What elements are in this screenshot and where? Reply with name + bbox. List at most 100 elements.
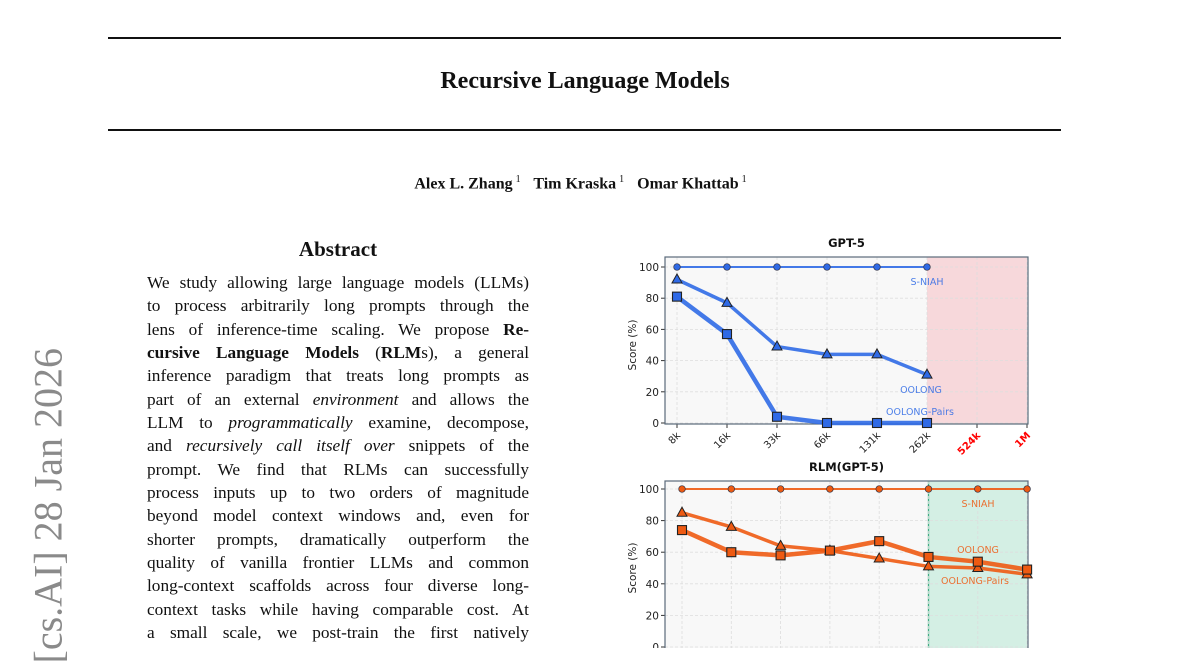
series-label: OOLONG-Pairs xyxy=(886,407,954,418)
y-tick-label: 60 xyxy=(646,547,659,559)
abstract-text: We study allowing large language models … xyxy=(147,273,529,292)
data-point-triangle xyxy=(676,506,688,517)
abstract-line: lens of inference-time scaling. We propo… xyxy=(147,318,529,341)
data-point-triangle xyxy=(922,559,935,571)
x-tick-label: 1M xyxy=(1013,430,1033,450)
y-tick-label: 100 xyxy=(639,484,659,496)
author-name: Tim Kraska xyxy=(533,175,617,193)
data-point-triangle xyxy=(871,347,883,359)
author-affiliation: 1 xyxy=(515,174,521,185)
abstract-text: and allows the xyxy=(398,389,529,409)
author-affiliation: 1 xyxy=(741,174,747,185)
abstract-line: context tasks while having comparable co… xyxy=(147,598,529,621)
series-label: OOLONG xyxy=(957,545,999,556)
series-line xyxy=(676,277,928,377)
series-label: OOLONG xyxy=(900,385,942,396)
x-tick-label: 33k xyxy=(762,430,783,451)
abstract-text: part of an external xyxy=(147,389,313,409)
author-name: Alex L. Zhang xyxy=(414,175,513,193)
x-tick-label: 8k xyxy=(667,430,684,447)
abstract-text: shorter prompts, dramatically outperform… xyxy=(147,529,529,549)
y-tick-label: 60 xyxy=(646,324,659,336)
abstract-line: prompt. We find that RLMs can successful… xyxy=(147,458,529,481)
data-point-triangle xyxy=(771,340,783,351)
data-point-circle xyxy=(875,485,883,493)
series-line xyxy=(681,528,1028,572)
x-tick-label: 131k xyxy=(858,430,884,456)
abstract-text: beyond model context windows and, even f… xyxy=(147,506,529,526)
data-point-square xyxy=(1022,564,1033,575)
y-tick-label: 40 xyxy=(646,356,659,368)
paper-title: Recursive Language Models xyxy=(440,68,730,94)
author-list: Alex L. Zhang 1 Tim Kraska 1 Omar Khattab 1 xyxy=(0,174,1170,193)
series-line xyxy=(675,294,927,426)
x-tick-label: 66k xyxy=(812,430,833,451)
data-point-circle xyxy=(873,263,881,271)
figure-charts: 0 20 40 60 80 100 8k 16k 33k 66k 131k 262k 524k 1M GPT… xyxy=(627,236,1033,648)
data-point-circle xyxy=(923,263,931,271)
data-point-square xyxy=(771,411,783,422)
abstract-text: process inputs up to two orders of magni… xyxy=(147,482,529,502)
abstract-text: and xyxy=(147,436,187,456)
abstract-line: quality of vanilla frontier LLMs and com… xyxy=(147,551,529,574)
top-rule xyxy=(108,37,1061,39)
abstract-text: prompt. We find that RLMs can successful… xyxy=(147,459,529,479)
data-point-triangle xyxy=(873,551,886,563)
data-point-circle xyxy=(826,485,834,493)
chart-0: 0 20 40 60 80 100 8k 16k 33k 66k 131k 262k 524k 1M GPT… xyxy=(627,236,1033,458)
series-label: S-NIAH xyxy=(910,277,943,288)
abstract-body: We study allowing large language models … xyxy=(147,271,529,644)
abstract-line: process inputs up to two orders of magni… xyxy=(147,481,529,504)
abstract-text: long-context scaffolds across four diver… xyxy=(147,576,529,596)
abstract-text: s), a general xyxy=(421,342,529,362)
data-point-circle xyxy=(723,263,731,271)
data-point-circle xyxy=(727,485,735,493)
data-point-circle xyxy=(974,485,982,493)
y-tick-label: 100 xyxy=(639,262,659,274)
series-label: S-NIAH xyxy=(961,499,994,510)
chart-1: 0 20 40 60 80 100 RLM(GPT-5) Score (%) S-NIAH OOL… xyxy=(627,460,1033,648)
abstract-line: to process arbitrarily long prompts thro… xyxy=(147,294,529,317)
data-point-circle xyxy=(924,485,933,493)
data-point-square xyxy=(972,556,983,567)
abstract-text: recursively call itself over xyxy=(186,436,395,456)
data-point-square xyxy=(721,329,733,340)
abstract-text: examine, decompose, xyxy=(352,412,530,432)
bottom-rule xyxy=(108,129,1061,131)
x-tick-label: 16k xyxy=(712,430,733,451)
abstract-text: programmatically xyxy=(228,412,353,432)
y-tick-label: 80 xyxy=(646,516,659,528)
abstract-line: long-context scaffolds across four diver… xyxy=(147,574,529,597)
x-tick-label: 524k xyxy=(956,430,983,457)
abstract-line: shorter prompts, dramatically outperform… xyxy=(147,528,529,551)
abstract-text: RLM xyxy=(380,342,422,362)
abstract-heading: Abstract xyxy=(298,237,378,261)
data-point-square xyxy=(921,417,933,429)
data-point-circle xyxy=(678,485,686,493)
abstract-line: a small scale, we post-train the first n… xyxy=(147,621,529,644)
y-axis-label: Score (%) xyxy=(627,320,639,371)
abstract-text: Re- xyxy=(503,319,529,339)
y-tick-label: 80 xyxy=(646,293,659,305)
data-point-circle xyxy=(773,263,781,271)
data-point-square xyxy=(923,551,934,562)
y-axis-label: Score (%) xyxy=(627,543,639,594)
abstract-text: context tasks while having comparable co… xyxy=(147,599,529,619)
x-tick-label: 262k xyxy=(908,430,934,456)
data-point-triangle xyxy=(821,347,833,359)
y-tick-label: 0 xyxy=(652,642,659,648)
author-affiliation: 1 xyxy=(619,174,625,185)
abstract-line: We study allowing large language models … xyxy=(147,271,529,294)
data-point-square xyxy=(874,536,885,547)
y-tick-label: 20 xyxy=(646,610,659,622)
abstract-line: cursive Language Models (RLMs), a genera… xyxy=(147,341,529,364)
data-point-circle xyxy=(1023,485,1031,493)
y-tick-label: 20 xyxy=(646,387,659,399)
data-point-triangle xyxy=(971,561,984,572)
abstract-text: snippets of the xyxy=(394,436,529,456)
y-tick-label: 40 xyxy=(646,579,659,591)
data-point-triangle xyxy=(725,520,738,531)
data-point-circle xyxy=(823,263,831,271)
chart-title: RLM(GPT-5) xyxy=(809,460,884,474)
data-point-triangle xyxy=(721,296,733,307)
